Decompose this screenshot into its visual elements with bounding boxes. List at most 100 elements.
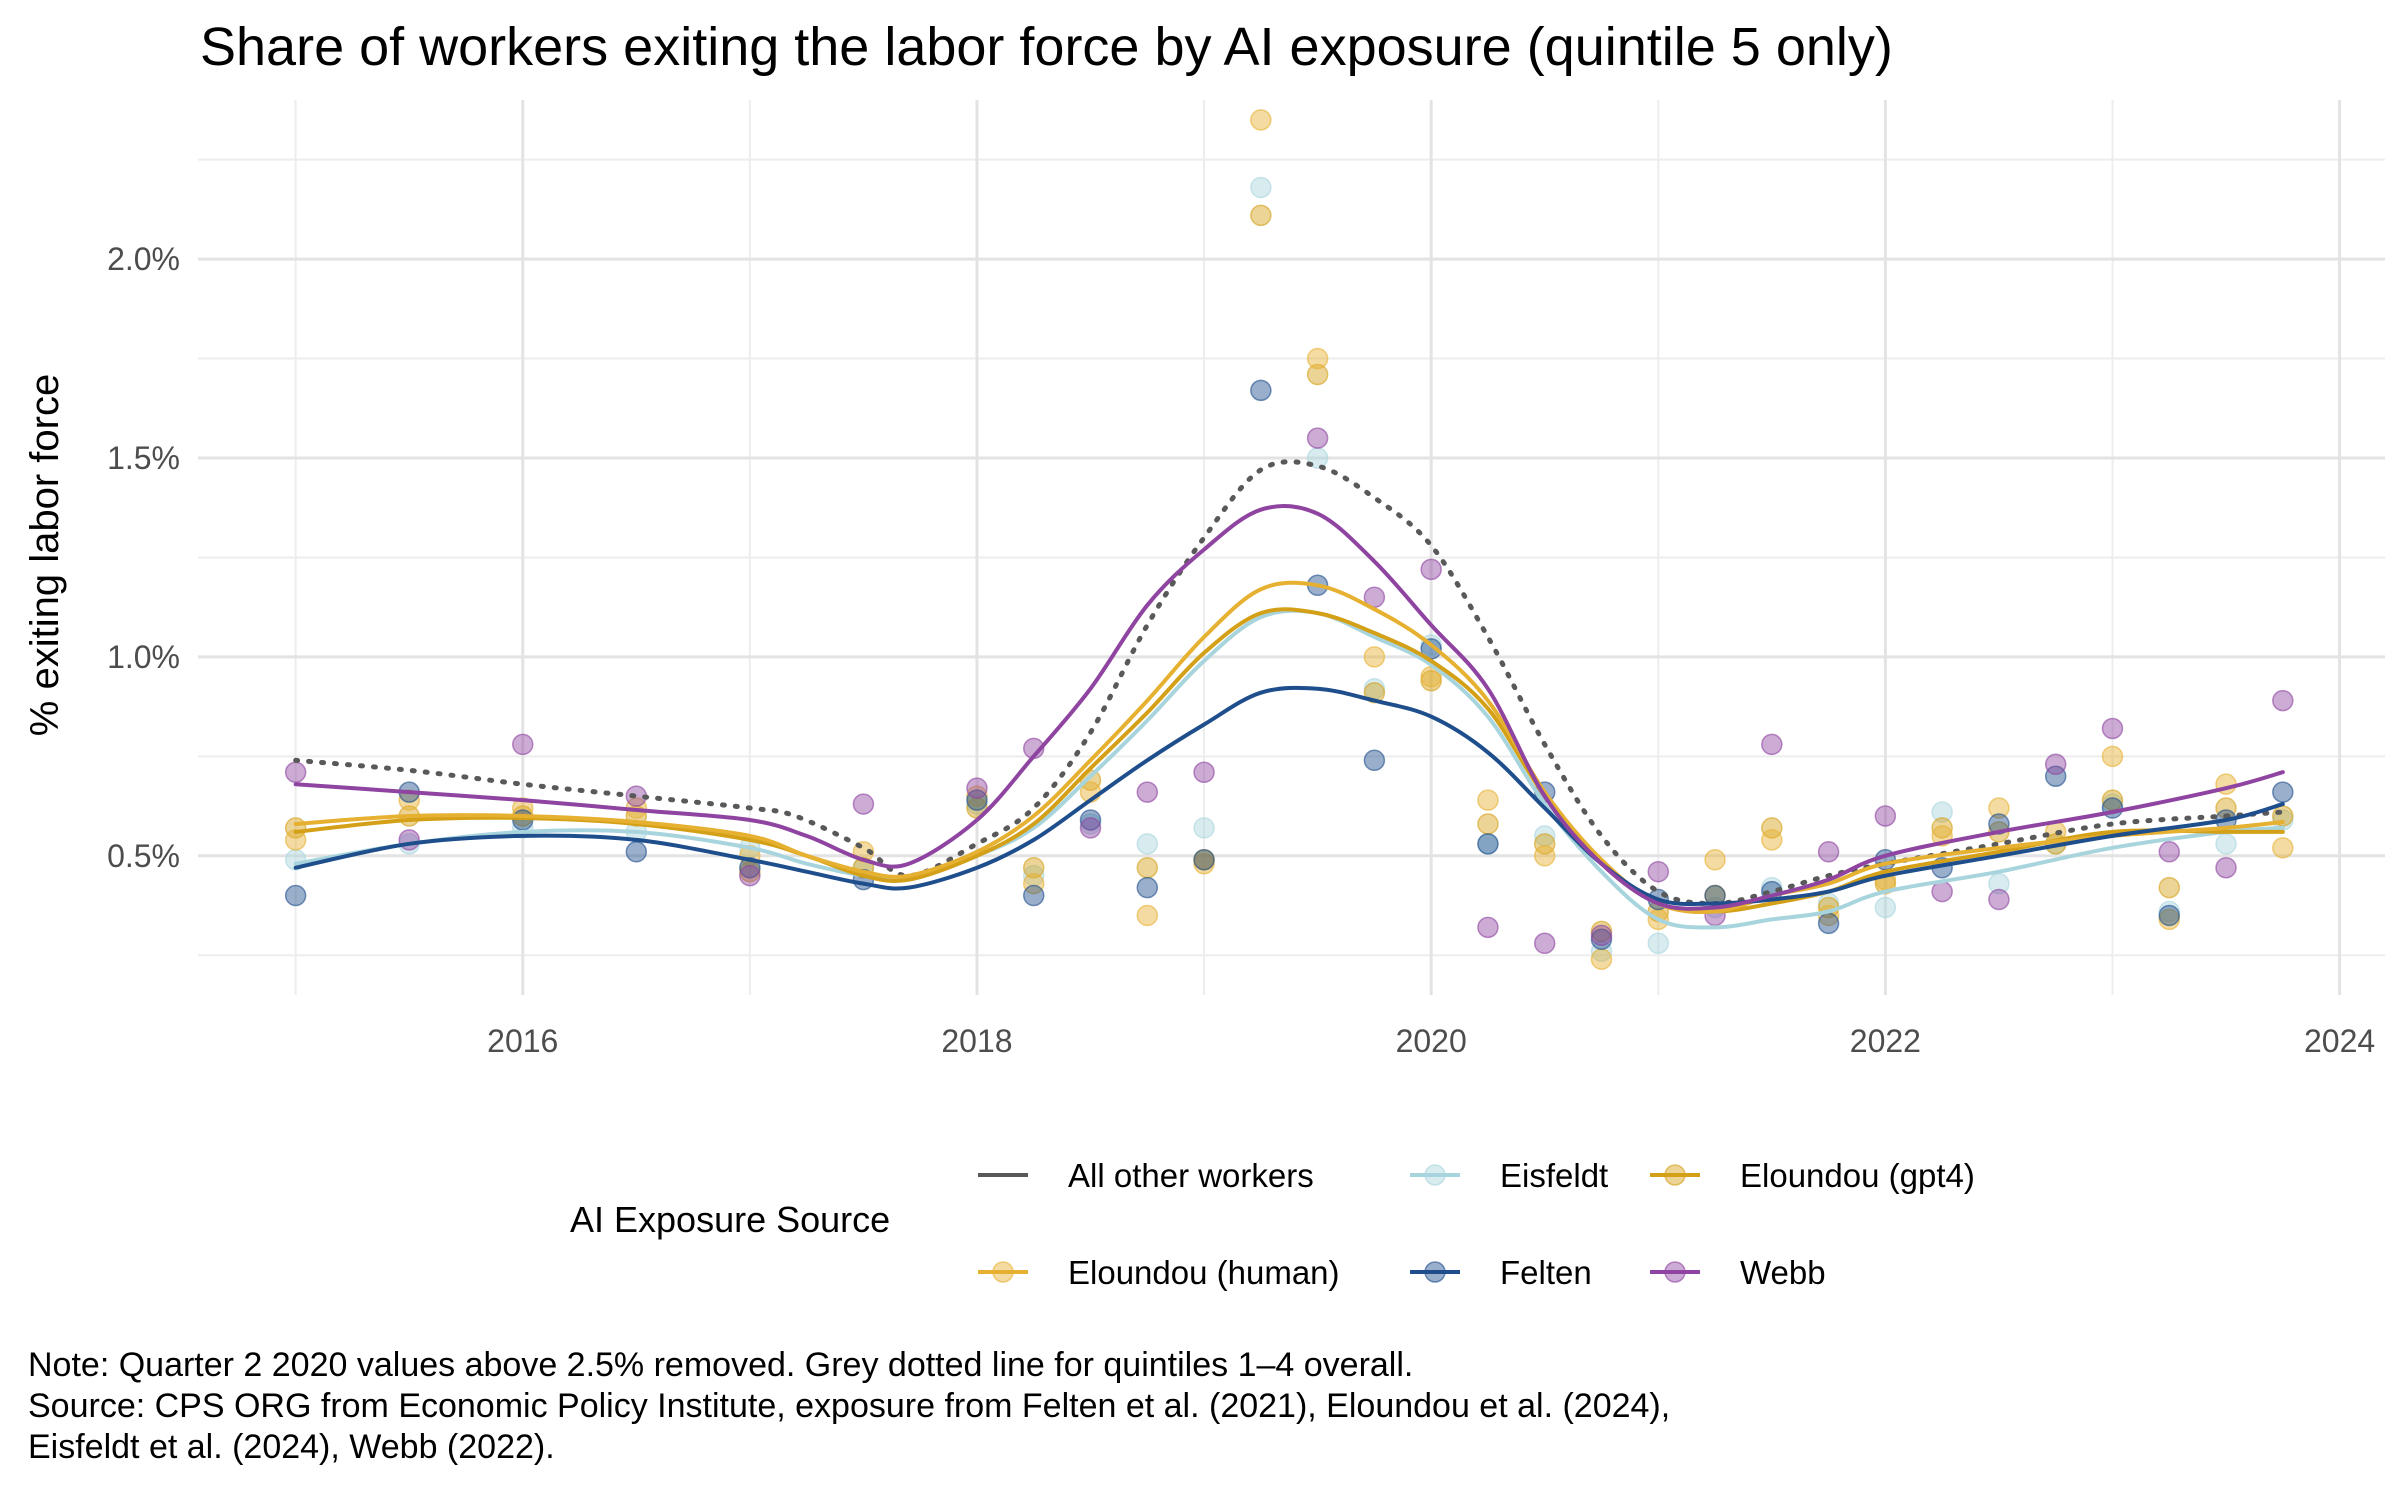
series-line-all-other-workers — [293, 459, 2286, 906]
series-line-webb — [293, 504, 2285, 911]
data-point — [2215, 856, 2237, 879]
caption-source: Source: CPS ORG from Economic Policy Ins… — [28, 1387, 1671, 1425]
data-point — [1022, 884, 1045, 907]
legend-item-eloundou-human-: Eloundou (human) — [978, 1254, 1340, 1291]
data-point — [284, 829, 307, 851]
legend-key-point — [1424, 1261, 1446, 1283]
data-point — [1306, 427, 1329, 449]
data-point — [2272, 689, 2294, 712]
x-tick-label: 2016 — [487, 1023, 558, 1059]
chart-title: Share of workers exiting the labor force… — [200, 17, 1893, 77]
data-point — [2215, 833, 2237, 855]
data-point — [1306, 347, 1329, 370]
data-point — [1136, 833, 1159, 855]
data-point — [966, 789, 988, 811]
data-point — [1817, 912, 1840, 935]
legend-label: Felten — [1500, 1254, 1592, 1291]
legend-key-point — [1664, 1261, 1686, 1283]
data-point — [966, 777, 988, 799]
points-eloundou-gpt4- — [284, 204, 2294, 943]
data-point — [1533, 845, 1556, 867]
series-line-eloundou-human- — [293, 580, 2285, 915]
y-axis-title: % exiting labor force — [23, 374, 67, 736]
data-point — [1931, 880, 1953, 903]
legend-item-all-other-workers: All other workers — [978, 1157, 1314, 1194]
data-point — [1250, 204, 1272, 227]
data-point — [1250, 176, 1272, 199]
data-point — [2272, 781, 2294, 803]
data-point — [1136, 781, 1159, 803]
data-point — [1477, 916, 1499, 939]
series-line-eloundou-gpt4- — [293, 607, 2285, 914]
data-point — [1420, 558, 1442, 581]
data-point — [1931, 801, 1953, 823]
legend-label: Webb — [1740, 1254, 1826, 1291]
line-chart: 2016 2018 2020 2022 2024 0.5% 1.0% 1.5% 2.0% % e… — [23, 100, 2385, 1291]
x-tick-label: 2020 — [1396, 1023, 1467, 1059]
data-point — [1477, 813, 1499, 835]
data-point — [1136, 876, 1159, 899]
data-point — [1363, 646, 1386, 668]
data-point — [2044, 765, 2067, 787]
legend-label: Eloundou (gpt4) — [1740, 1157, 1975, 1194]
legend-key-point — [1424, 1164, 1446, 1186]
data-point — [625, 841, 648, 863]
data-point — [1704, 849, 1726, 871]
x-tick-label: 2024 — [2304, 1023, 2375, 1059]
legend-item-felten: Felten — [1410, 1254, 1592, 1291]
data-point — [1250, 379, 1272, 402]
data-point — [1647, 860, 1670, 883]
data-point — [2101, 717, 2124, 740]
data-point — [1874, 805, 1897, 827]
data-point — [1817, 841, 1840, 863]
points-felten — [284, 379, 2294, 951]
data-point — [2158, 904, 2181, 927]
data-point — [2272, 837, 2294, 859]
data-point — [2158, 876, 2181, 899]
data-point — [1590, 948, 1613, 970]
data-point — [284, 761, 307, 783]
data-point — [852, 793, 875, 815]
legend-label: Eisfeldt — [1500, 1157, 1608, 1194]
data-point — [1079, 809, 1102, 831]
caption-note: Note: Quarter 2 2020 values above 2.5% r… — [28, 1346, 1414, 1384]
chart-points — [284, 109, 2294, 970]
data-point — [1988, 797, 2010, 819]
legend-label: Eloundou (human) — [1068, 1254, 1340, 1291]
legend-item-eisfeldt: Eisfeldt — [1410, 1157, 1608, 1194]
data-point — [1477, 833, 1499, 855]
data-point — [1022, 856, 1045, 879]
points-eloundou-human- — [284, 109, 2294, 970]
points-eisfeldt — [284, 176, 2294, 962]
data-point — [1931, 817, 1953, 839]
x-tick-label: 2022 — [1850, 1023, 1921, 1059]
caption-source-cont: Eisfeldt et al. (2024), Webb (2022). — [28, 1428, 555, 1466]
data-point — [2101, 745, 2124, 768]
data-point — [1022, 872, 1045, 895]
data-point — [1590, 924, 1613, 947]
data-point — [1761, 733, 1783, 756]
data-point — [1193, 761, 1215, 783]
data-point — [1761, 817, 1783, 839]
y-tick-label: 2.0% — [107, 241, 180, 277]
data-point — [284, 884, 307, 907]
data-point — [1193, 817, 1215, 839]
data-point — [1136, 856, 1159, 879]
data-point — [1988, 888, 2010, 911]
data-point — [1136, 904, 1159, 927]
chart-caption: Note: Quarter 2 2020 values above 2.5% r… — [28, 1345, 1670, 1468]
y-tick-label: 0.5% — [107, 838, 180, 874]
data-point — [512, 733, 534, 756]
grid-lines — [198, 100, 2385, 995]
legend: AI Exposure Source All other workers Eisf… — [570, 1157, 1975, 1291]
data-point — [1533, 932, 1556, 955]
legend-title: AI Exposure Source — [570, 1199, 890, 1240]
data-point — [1477, 789, 1499, 811]
series-line-felten — [293, 685, 2285, 907]
data-point — [1250, 109, 1272, 131]
data-point — [1533, 833, 1556, 855]
legend-key-point — [1664, 1164, 1686, 1186]
data-point — [2044, 753, 2067, 776]
data-point — [1193, 849, 1215, 871]
data-point — [1761, 829, 1783, 851]
